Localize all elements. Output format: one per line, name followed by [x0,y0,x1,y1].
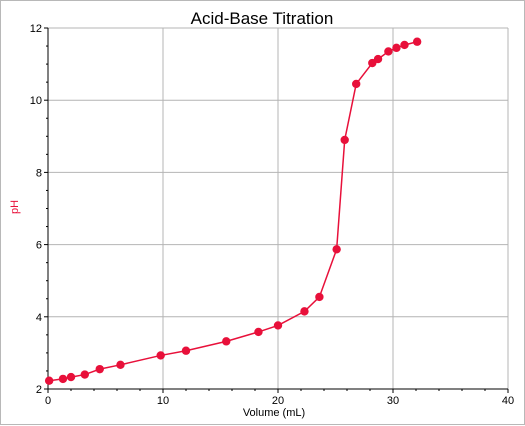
data-point [44,376,54,385]
y-tick-label: 6 [36,240,42,252]
data-point [300,307,309,316]
x-tick-label: 0 [45,395,51,407]
y-tick-label: 10 [30,95,42,107]
y-tick-label: 2 [36,384,42,396]
y-tick-label: 8 [36,167,42,179]
data-point [373,54,383,64]
data-point [384,47,393,56]
axes [44,27,509,393]
tick-labels: 0 10 20 30 40 2 4 6 8 10 12 [30,23,514,407]
chart-title: Acid-Base Titration [191,9,334,28]
x-tick-label: 20 [272,395,284,407]
data-point [412,37,422,46]
data-point [392,43,401,53]
data-point [352,79,361,89]
grid [48,27,509,389]
data-point [116,360,125,370]
series-line [49,40,418,382]
data-point [315,292,324,302]
x-tick-label: 40 [502,395,514,407]
data-point [58,374,68,384]
data-point [80,370,90,379]
x-tick-label: 10 [157,395,169,407]
y-tick-label: 4 [36,312,42,324]
x-tick-label: 30 [387,395,399,407]
data-point [340,135,349,145]
data-point [156,351,165,360]
data-point [95,364,104,374]
data-point [400,40,409,50]
data-point [222,337,231,346]
data-point [273,321,283,330]
data-point [66,372,76,382]
series [44,37,422,385]
data-point [181,346,191,355]
data-point [332,245,341,254]
x-axis-label: Volume (mL) [243,407,305,419]
y-tick-label: 12 [30,23,42,35]
y-axis-label: pH [9,200,21,214]
data-point [254,327,263,337]
